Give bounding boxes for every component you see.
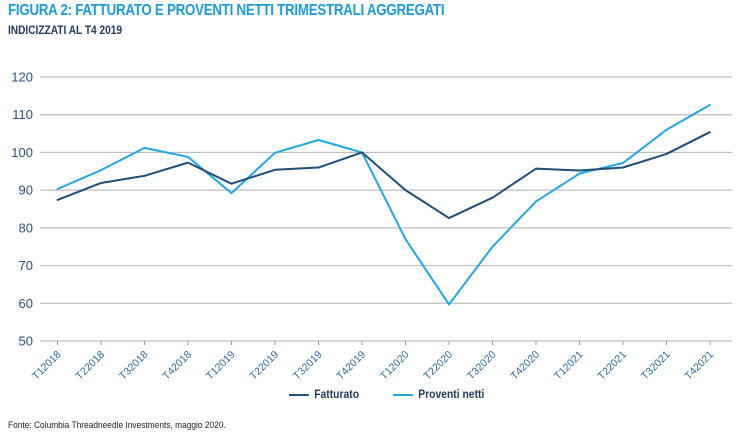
data-point xyxy=(448,217,450,219)
data-point xyxy=(143,147,146,149)
legend: Fatturato Proventi netti xyxy=(289,389,512,401)
x-axis: T12018 T22018 T32018 T42018 T12019 T22019 T320… xyxy=(30,341,716,382)
data-point xyxy=(187,161,189,164)
x-tick-label: T12020 xyxy=(378,349,412,383)
y-tick-label: 50 xyxy=(19,334,33,349)
x-tick-label: T12021 xyxy=(552,349,586,383)
legend-item-proventi: Proventi netti xyxy=(392,389,485,401)
y-tick-label: 100 xyxy=(11,145,33,160)
chart-title: FIGURA 2: FATTURATO E PROVENTI NETTI TRI… xyxy=(8,2,445,19)
x-tick-label: T32018 xyxy=(117,349,151,383)
data-point xyxy=(230,192,233,195)
legend-item-fatturato: Fatturato xyxy=(289,389,359,401)
data-point xyxy=(578,172,581,175)
data-point xyxy=(622,166,624,169)
source-note: Fonte: Columbia Threadneedle Investments… xyxy=(8,420,226,431)
data-point xyxy=(56,188,59,190)
data-point xyxy=(448,303,450,306)
data-point xyxy=(622,162,624,164)
gridlines xyxy=(40,76,732,342)
x-tick-label: T32021 xyxy=(639,349,673,383)
data-point xyxy=(491,245,494,248)
y-tick-label: 60 xyxy=(19,296,33,311)
x-tick-label: T12018 xyxy=(30,349,64,383)
data-point xyxy=(665,128,668,131)
data-point xyxy=(578,169,581,172)
legend-swatch-proventi xyxy=(392,394,413,396)
legend-swatch-fatturato xyxy=(289,394,309,396)
data-point xyxy=(317,166,320,169)
y-tick-label: 120 xyxy=(11,70,33,85)
x-tick-label: T22021 xyxy=(595,349,629,383)
y-tick-label: 70 xyxy=(19,258,33,273)
x-tick-label: T42019 xyxy=(334,349,368,383)
data-point xyxy=(274,168,276,171)
series-line-proventi xyxy=(57,104,711,306)
legend-label-proventi: Proventi netti xyxy=(418,389,485,401)
chart-subtitle: INDICIZZATI AL T4 2019 xyxy=(8,25,122,37)
data-point xyxy=(404,238,407,241)
x-tick-label: T42020 xyxy=(508,349,542,383)
data-point xyxy=(56,199,59,201)
data-point xyxy=(100,169,102,172)
data-point xyxy=(187,156,189,158)
x-tick-label: T32020 xyxy=(465,349,499,383)
y-tick-label: 90 xyxy=(19,183,33,198)
data-point xyxy=(143,174,146,177)
y-tick-label: 110 xyxy=(12,107,33,122)
x-tick-label: T32019 xyxy=(291,349,325,383)
y-axis-ticks: 50 60 70 80 90 100 110 120 xyxy=(11,70,33,349)
x-tick-label: T22018 xyxy=(73,349,107,383)
data-point xyxy=(709,104,711,106)
data-point xyxy=(665,153,668,155)
y-tick-label: 80 xyxy=(19,220,33,235)
data-point xyxy=(361,151,363,154)
x-tick-label: T42018 xyxy=(160,349,194,383)
legend-label-fatturato: Fatturato xyxy=(314,389,360,401)
x-tick-label: T22020 xyxy=(421,349,455,383)
data-point xyxy=(317,139,320,141)
x-tick-label: T42021 xyxy=(682,349,716,383)
data-point xyxy=(535,167,537,170)
data-point xyxy=(274,151,276,154)
x-tick-label: T12019 xyxy=(204,349,238,383)
data-point xyxy=(230,182,233,185)
data-point xyxy=(100,182,102,184)
data-point xyxy=(535,200,537,203)
data-point xyxy=(491,196,494,199)
series-lines xyxy=(56,104,711,306)
data-point xyxy=(404,189,407,192)
x-tick-label: T22019 xyxy=(247,349,281,383)
series-line-fatturato xyxy=(57,131,711,220)
data-point xyxy=(709,131,711,133)
